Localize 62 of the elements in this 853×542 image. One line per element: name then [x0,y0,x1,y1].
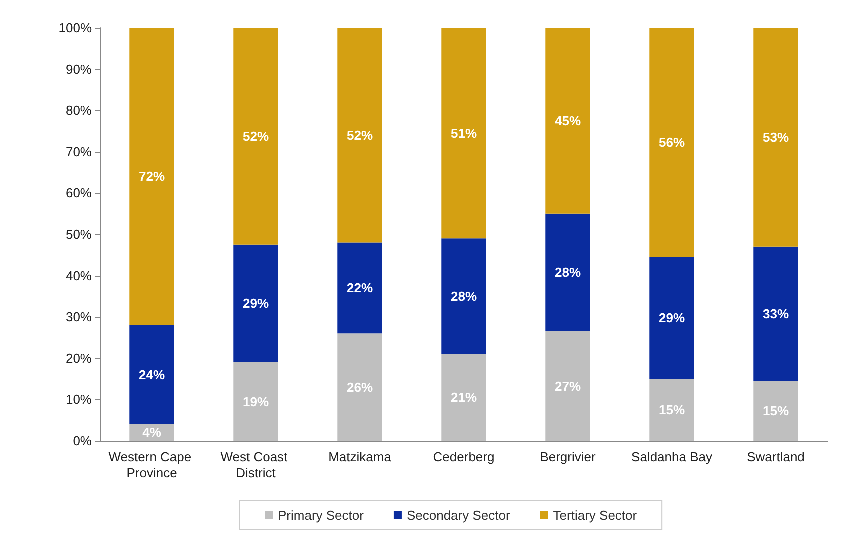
bar [546,28,590,214]
data-label: 53% [762,130,790,145]
data-label: 51% [450,126,478,141]
data-label: 19% [242,394,270,410]
legend-label: Tertiary Sector [553,508,638,523]
bar [754,28,798,247]
data-label: 29% [242,296,270,312]
bar [338,28,382,243]
x-tick-label: West Coast District [220,450,292,480]
data-label: 52% [346,128,374,143]
data-label: 56% [658,135,686,150]
data-label: 15% [658,402,686,418]
data-label: 21% [450,390,478,406]
y-tick-label: 100% [58,20,92,36]
y-tick-label: 90% [66,62,92,77]
bar [130,325,174,424]
bar [650,257,694,380]
data-label: 28% [554,265,582,280]
bar [234,28,278,245]
y-tick-label: 0% [73,434,92,448]
y-tick-label: 10% [66,392,92,408]
x-tick-label: Bergrivier [540,450,596,464]
x-tick-label: Cederberg [433,450,495,464]
bar [546,332,590,441]
legend-label: Primary Sector [278,508,365,523]
bar [754,381,798,441]
x-tick-label: Matzikama [328,450,392,464]
data-label: 72% [138,169,166,184]
bar [546,214,590,332]
bar [338,242,382,334]
x-tick-label: Swartland [747,450,805,464]
bar [234,362,278,441]
y-tick-label: 40% [66,268,92,284]
x-tick-label: Western Cape Province [108,450,196,480]
bar [442,28,486,239]
bar [442,238,486,354]
data-label: 26% [346,380,374,395]
data-label: 28% [450,288,478,304]
legend-label: Secondary Sector [406,508,511,523]
y-tick-label: 20% [66,350,92,366]
data-label: 27% [554,378,582,394]
y-tick-label: 70% [66,144,92,160]
data-label: 4% [142,425,162,440]
bar [650,379,694,441]
data-label: 45% [554,113,582,128]
bar [130,28,174,326]
y-tick-label: 50% [66,227,92,242]
data-label: 15% [762,404,790,419]
x-tick-label: Saldanha Bay [632,450,713,464]
bar [442,354,486,441]
y-tick-label: 60% [66,186,92,201]
data-label: 52% [242,128,270,144]
bar [650,28,694,258]
y-tick-label: 80% [66,103,92,118]
y-tick-label: 30% [66,310,92,325]
bar [754,246,798,382]
data-label: 22% [346,280,374,296]
data-label: 33% [762,306,790,322]
bar [234,244,278,363]
data-label: 24% [138,367,166,382]
data-label: 29% [658,310,686,326]
bar [338,334,382,441]
